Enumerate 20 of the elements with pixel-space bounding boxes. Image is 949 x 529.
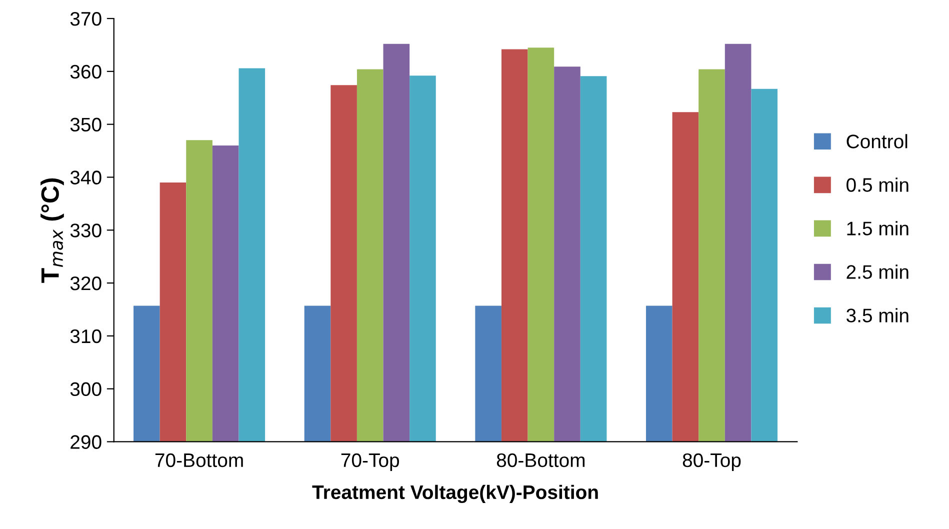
y-tick-label: 340 [70, 170, 102, 184]
legend-label: 0.5 min [846, 178, 908, 192]
x-axis-title: Treatment Voltage(kV)-Position [312, 484, 598, 504]
x-tick-label: 70-Bottom [155, 453, 243, 468]
x-tick-label: 70-Top [341, 453, 400, 471]
legend-label: 2.5 min [846, 264, 908, 279]
y-axis-title: T$_{max}$ (°C) [40, 178, 64, 283]
y-tick-label: 360 [70, 64, 102, 79]
x-tick-label: 80-Top [682, 453, 741, 471]
legend-label: Control [846, 134, 908, 148]
x-tick-label: 80-Bottom [496, 453, 584, 468]
y-tick-label: 300 [70, 382, 102, 396]
y-tick-label: 330 [70, 224, 102, 238]
legend-label: 1.5 min [847, 221, 908, 236]
legend-label: 3.5 min [846, 308, 908, 322]
y-tick-label: 320 [70, 276, 102, 290]
y-tick-label: 370 [70, 12, 102, 26]
y-tick-label: 310 [70, 329, 102, 344]
y-tick-label: 350 [70, 118, 102, 132]
y-tick-label: 290 [70, 435, 102, 449]
